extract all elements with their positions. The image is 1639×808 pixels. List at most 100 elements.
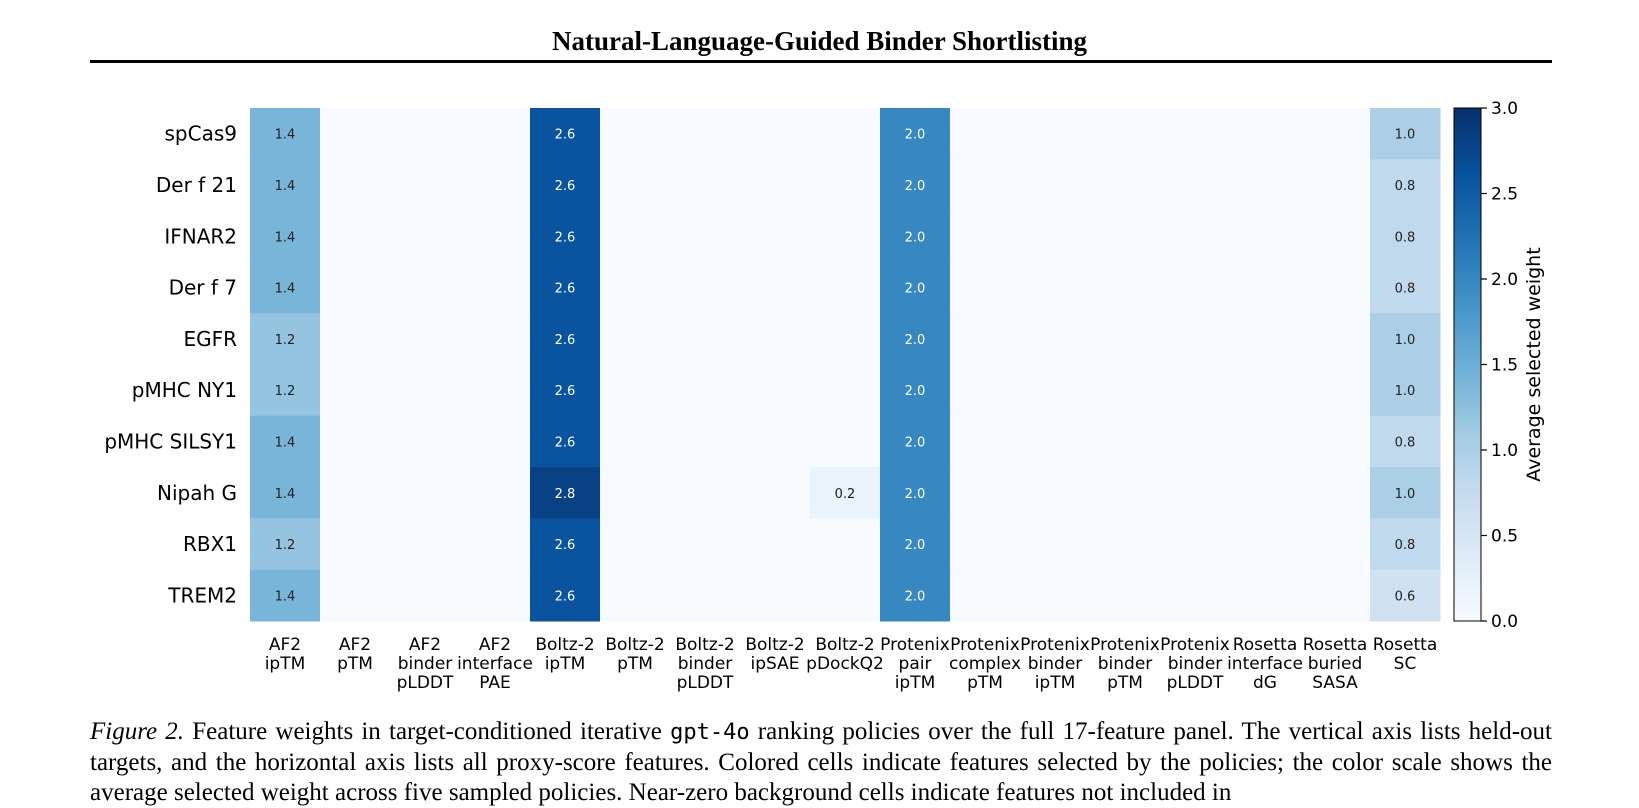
heatmap-cell: [1300, 210, 1371, 263]
column-label: binder: [1168, 654, 1223, 674]
heatmap-cell: [670, 569, 741, 622]
heatmap-cell: [1300, 364, 1371, 417]
heatmap-cell: [1020, 467, 1091, 519]
heatmap-cell: [1090, 518, 1161, 571]
heatmap-cell: [1090, 108, 1161, 160]
heatmap-cell: [1160, 467, 1231, 519]
column-label: interface: [457, 654, 533, 674]
heatmap-cell: [1160, 518, 1231, 571]
column-label: interface: [1227, 654, 1303, 674]
heatmap-cell: [1300, 467, 1371, 519]
heatmap-cell: [740, 261, 811, 314]
heatmap-cell: [1090, 210, 1161, 263]
row-label: IFNAR2: [164, 224, 237, 248]
row-label: TREM2: [167, 583, 237, 607]
heatmap-cell: [1090, 415, 1161, 468]
heatmap-cell: [1090, 364, 1161, 417]
column-label: Rosetta: [1373, 635, 1438, 655]
heatmap-cell: [810, 261, 881, 314]
heatmap-cell: [1230, 569, 1301, 622]
cell-value-label: 2.0: [905, 487, 926, 502]
cell-value-label: 2.0: [905, 179, 926, 194]
heatmap-cell: [600, 261, 671, 314]
heatmap-cell: [460, 569, 531, 622]
heatmap-cell: [670, 518, 741, 571]
column-label: AF2: [339, 635, 371, 655]
heatmap-cell: [740, 518, 811, 571]
heatmap-cell: [320, 108, 391, 160]
heatmap-cell: [530, 210, 601, 263]
heatmap-cell: [1160, 261, 1231, 314]
cell-value-label: 2.0: [905, 128, 926, 143]
heatmap-cell: [1020, 108, 1091, 160]
heatmap-cell: [460, 467, 531, 519]
heatmap-cell: [1230, 364, 1301, 417]
column-label: pDockQ2: [806, 654, 884, 674]
heatmap-cell: [250, 159, 321, 212]
heatmap-cell: [1300, 108, 1371, 160]
colorbar-tick-label: 1.5: [1491, 356, 1518, 376]
cell-value-label: 1.4: [275, 435, 296, 450]
row-label: pMHC SILSY1: [104, 429, 237, 453]
heatmap-cell: [530, 159, 601, 212]
heatmap-cell: [950, 210, 1021, 263]
heatmap-cell: [810, 210, 881, 263]
cell-value-label: 2.0: [905, 282, 926, 297]
heatmap-cell: [740, 159, 811, 212]
cell-value-label: 1.4: [275, 179, 296, 194]
heatmap-cell: [1230, 210, 1301, 263]
heatmap-cell: [950, 569, 1021, 622]
row-label: pMHC NY1: [132, 378, 237, 402]
heatmap-cell: [670, 415, 741, 468]
heatmap-cell: [880, 569, 951, 622]
cell-value-label: 1.2: [275, 384, 296, 399]
heatmap-cell: [390, 210, 461, 263]
colorbar: 0.0 0.5 1.0 1.5 2.0 2.5 3.0 Average selected we…: [1453, 99, 1545, 632]
heatmap-cell: [250, 313, 321, 365]
heatmap-cell: [600, 467, 671, 519]
column-label: Boltz-2: [745, 635, 804, 655]
heatmap-cell: [810, 518, 881, 571]
cell-value-label: 1.2: [275, 333, 296, 348]
cell-value-label: 1.4: [275, 230, 296, 245]
heatmap-cell: [880, 518, 951, 571]
cell-value-label: 2.6: [555, 230, 576, 245]
cell-value-label: 0.2: [835, 487, 856, 502]
cell-value-label: 0.8: [1395, 230, 1416, 245]
heatmap-cell: [320, 518, 391, 571]
heatmap-cell: [1370, 364, 1441, 417]
colorbar-tick-label: 2.0: [1491, 270, 1518, 290]
cell-value-label: 1.4: [275, 128, 296, 143]
column-label: binder: [398, 654, 453, 674]
cell-value-label: 0.8: [1395, 282, 1416, 297]
heatmap-cell: [670, 467, 741, 519]
cell-value-label: 2.6: [555, 179, 576, 194]
heatmap-cell: [1370, 569, 1441, 622]
heatmap-cell: [1160, 159, 1231, 212]
heatmap-cell: [390, 518, 461, 571]
heatmap-cell: [250, 108, 321, 160]
column-label: dG: [1253, 673, 1277, 693]
cell-value-label: 2.6: [555, 128, 576, 143]
column-label: Protenix: [1160, 635, 1230, 655]
heatmap-cell: [1160, 415, 1231, 468]
cell-value-label: 2.0: [905, 384, 926, 399]
heatmap-cell: [390, 415, 461, 468]
figure-caption: Figure 2. Feature weights in target-cond…: [90, 717, 1552, 808]
heatmap-cell: [250, 569, 321, 622]
heatmap-cell: [740, 467, 811, 519]
heatmap-cell: [1020, 210, 1091, 263]
heatmap-cell: [1230, 108, 1301, 160]
column-label: pTM: [1107, 673, 1143, 693]
heatmap-cell: [810, 159, 881, 212]
heatmap-cell: [1300, 313, 1371, 365]
heatmap-cell: [810, 108, 881, 160]
heatmap-cell: [950, 467, 1021, 519]
colorbar-scale: [1453, 107, 1482, 622]
row-label: Der f 21: [156, 173, 237, 197]
cell-value-label: 0.8: [1395, 179, 1416, 194]
cell-value-label: 1.0: [1395, 333, 1416, 348]
cell-value-label: 2.6: [555, 333, 576, 348]
heatmap-cell: [1300, 415, 1371, 468]
heatmap-cell: [1370, 467, 1441, 519]
